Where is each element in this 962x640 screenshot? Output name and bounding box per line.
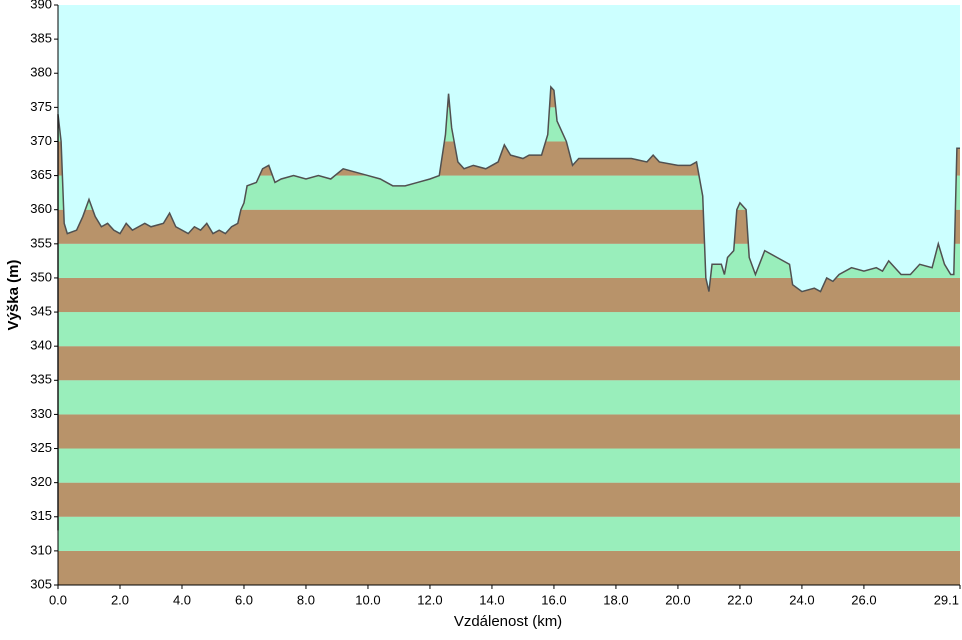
y-tick-label: 305: [30, 576, 52, 591]
elevation-band: [58, 550, 960, 585]
elevation-band: [58, 380, 960, 415]
y-tick-label: 335: [30, 372, 52, 387]
elevation-band: [58, 448, 960, 483]
profile-line: [57, 85, 960, 531]
elevation-band: [58, 414, 960, 449]
x-tick-label: 8.0: [297, 592, 315, 607]
y-tick-label: 345: [30, 303, 52, 318]
y-tick-label: 340: [30, 338, 52, 353]
elevation-band: [58, 346, 960, 381]
elevation-band: [58, 516, 960, 551]
x-tick-label: 0.0: [49, 592, 67, 607]
x-tick-label: 29.1: [934, 592, 959, 607]
y-tick-label: 315: [30, 508, 52, 523]
x-tick-label: 16.0: [541, 592, 566, 607]
y-axis-label: Výška (m): [5, 260, 22, 331]
y-tick-label: 360: [30, 201, 52, 216]
y-tick-label: 390: [30, 0, 52, 11]
y-tick-label: 355: [30, 235, 52, 250]
x-tick-label: 22.0: [727, 592, 752, 607]
y-tick-label: 350: [30, 269, 52, 284]
y-tick-label: 330: [30, 406, 52, 421]
y-tick-label: 310: [30, 542, 52, 557]
y-tick-label: 325: [30, 440, 52, 455]
y-tick-label: 370: [30, 133, 52, 148]
x-tick-label: 26.0: [851, 592, 876, 607]
y-tick-label: 385: [30, 31, 52, 46]
x-tick-label: 4.0: [173, 592, 191, 607]
x-tick-label: 20.0: [665, 592, 690, 607]
x-tick-label: 18.0: [603, 592, 628, 607]
y-tick-label: 365: [30, 167, 52, 182]
elevation-band: [58, 312, 960, 347]
y-tick-label: 320: [30, 474, 52, 489]
x-tick-label: 10.0: [355, 592, 380, 607]
elevation-band: [58, 482, 960, 517]
x-tick-label: 2.0: [111, 592, 129, 607]
y-tick-label: 375: [30, 99, 52, 114]
x-tick-label: 6.0: [235, 592, 253, 607]
y-tick-label: 380: [30, 65, 52, 80]
x-axis-label: Vzdálenost (km): [454, 613, 562, 630]
x-tick-label: 14.0: [479, 592, 504, 607]
x-tick-label: 24.0: [789, 592, 814, 607]
x-tick-label: 12.0: [417, 592, 442, 607]
